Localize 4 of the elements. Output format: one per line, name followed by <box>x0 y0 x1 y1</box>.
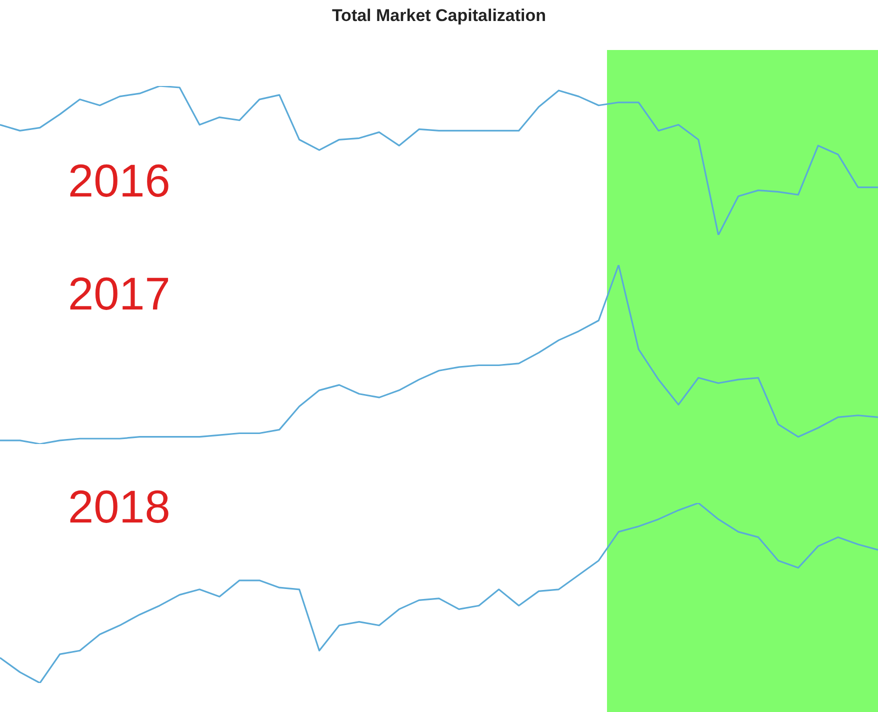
annotation: 2018 <box>68 480 170 533</box>
annotation: 2016 <box>68 154 170 207</box>
chart-title: Total Market Capitalization <box>330 5 548 27</box>
annotation: 2017 <box>68 268 170 320</box>
